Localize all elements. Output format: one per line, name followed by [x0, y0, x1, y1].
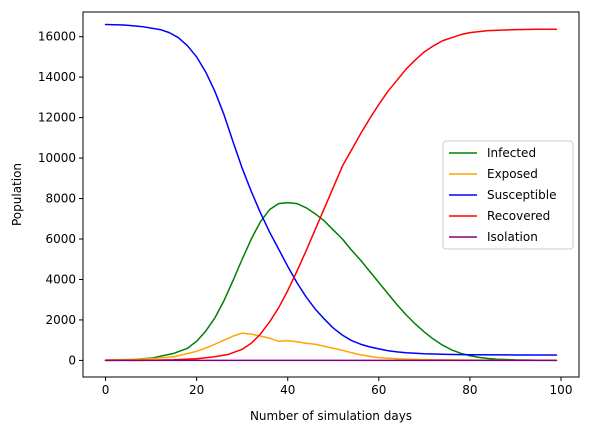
- y-tick-label: 14000: [38, 70, 76, 84]
- series-line-susceptible: [104, 23, 558, 356]
- plot-area-frame: [82, 11, 580, 378]
- legend-label-exposed: Exposed: [487, 167, 538, 181]
- legend: Infected Exposed Susceptible Recovered Isola…: [442, 140, 574, 250]
- x-tick-label: 80: [462, 383, 477, 397]
- x-tick-label: 20: [189, 383, 204, 397]
- y-tick-label: 10000: [38, 151, 76, 165]
- legend-box: [442, 140, 574, 250]
- x-axis-label: Number of simulation days: [250, 409, 412, 423]
- series-line-recovered: [104, 28, 558, 362]
- x-tick-label: 0: [102, 383, 110, 397]
- y-tick-label: 0: [68, 353, 76, 367]
- y-axis-label: Population: [10, 163, 24, 226]
- y-tick-label: 16000: [38, 30, 76, 44]
- legend-label-susceptible: Susceptible: [487, 188, 556, 202]
- y-tick-label: 2000: [45, 313, 76, 327]
- y-tick-label: 8000: [45, 192, 76, 206]
- legend-label-infected: Infected: [487, 146, 536, 160]
- x-tick-label: 60: [371, 383, 386, 397]
- series-line-exposed: [104, 332, 558, 362]
- x-axis-ticks: 0 20 40 60 80 100: [102, 377, 573, 397]
- x-tick-label: 40: [280, 383, 295, 397]
- y-tick-label: 6000: [45, 232, 76, 246]
- series-lines: [104, 23, 558, 362]
- x-tick-label: 100: [550, 383, 573, 397]
- legend-label-isolation: Isolation: [487, 230, 538, 244]
- y-tick-label: 4000: [45, 272, 76, 286]
- series-line-infected: [104, 201, 558, 362]
- y-tick-label: 12000: [38, 111, 76, 125]
- y-axis-ticks: 0 2000 4000 6000 8000 10000 12000 14000 16000: [38, 30, 83, 367]
- legend-label-recovered: Recovered: [487, 209, 550, 223]
